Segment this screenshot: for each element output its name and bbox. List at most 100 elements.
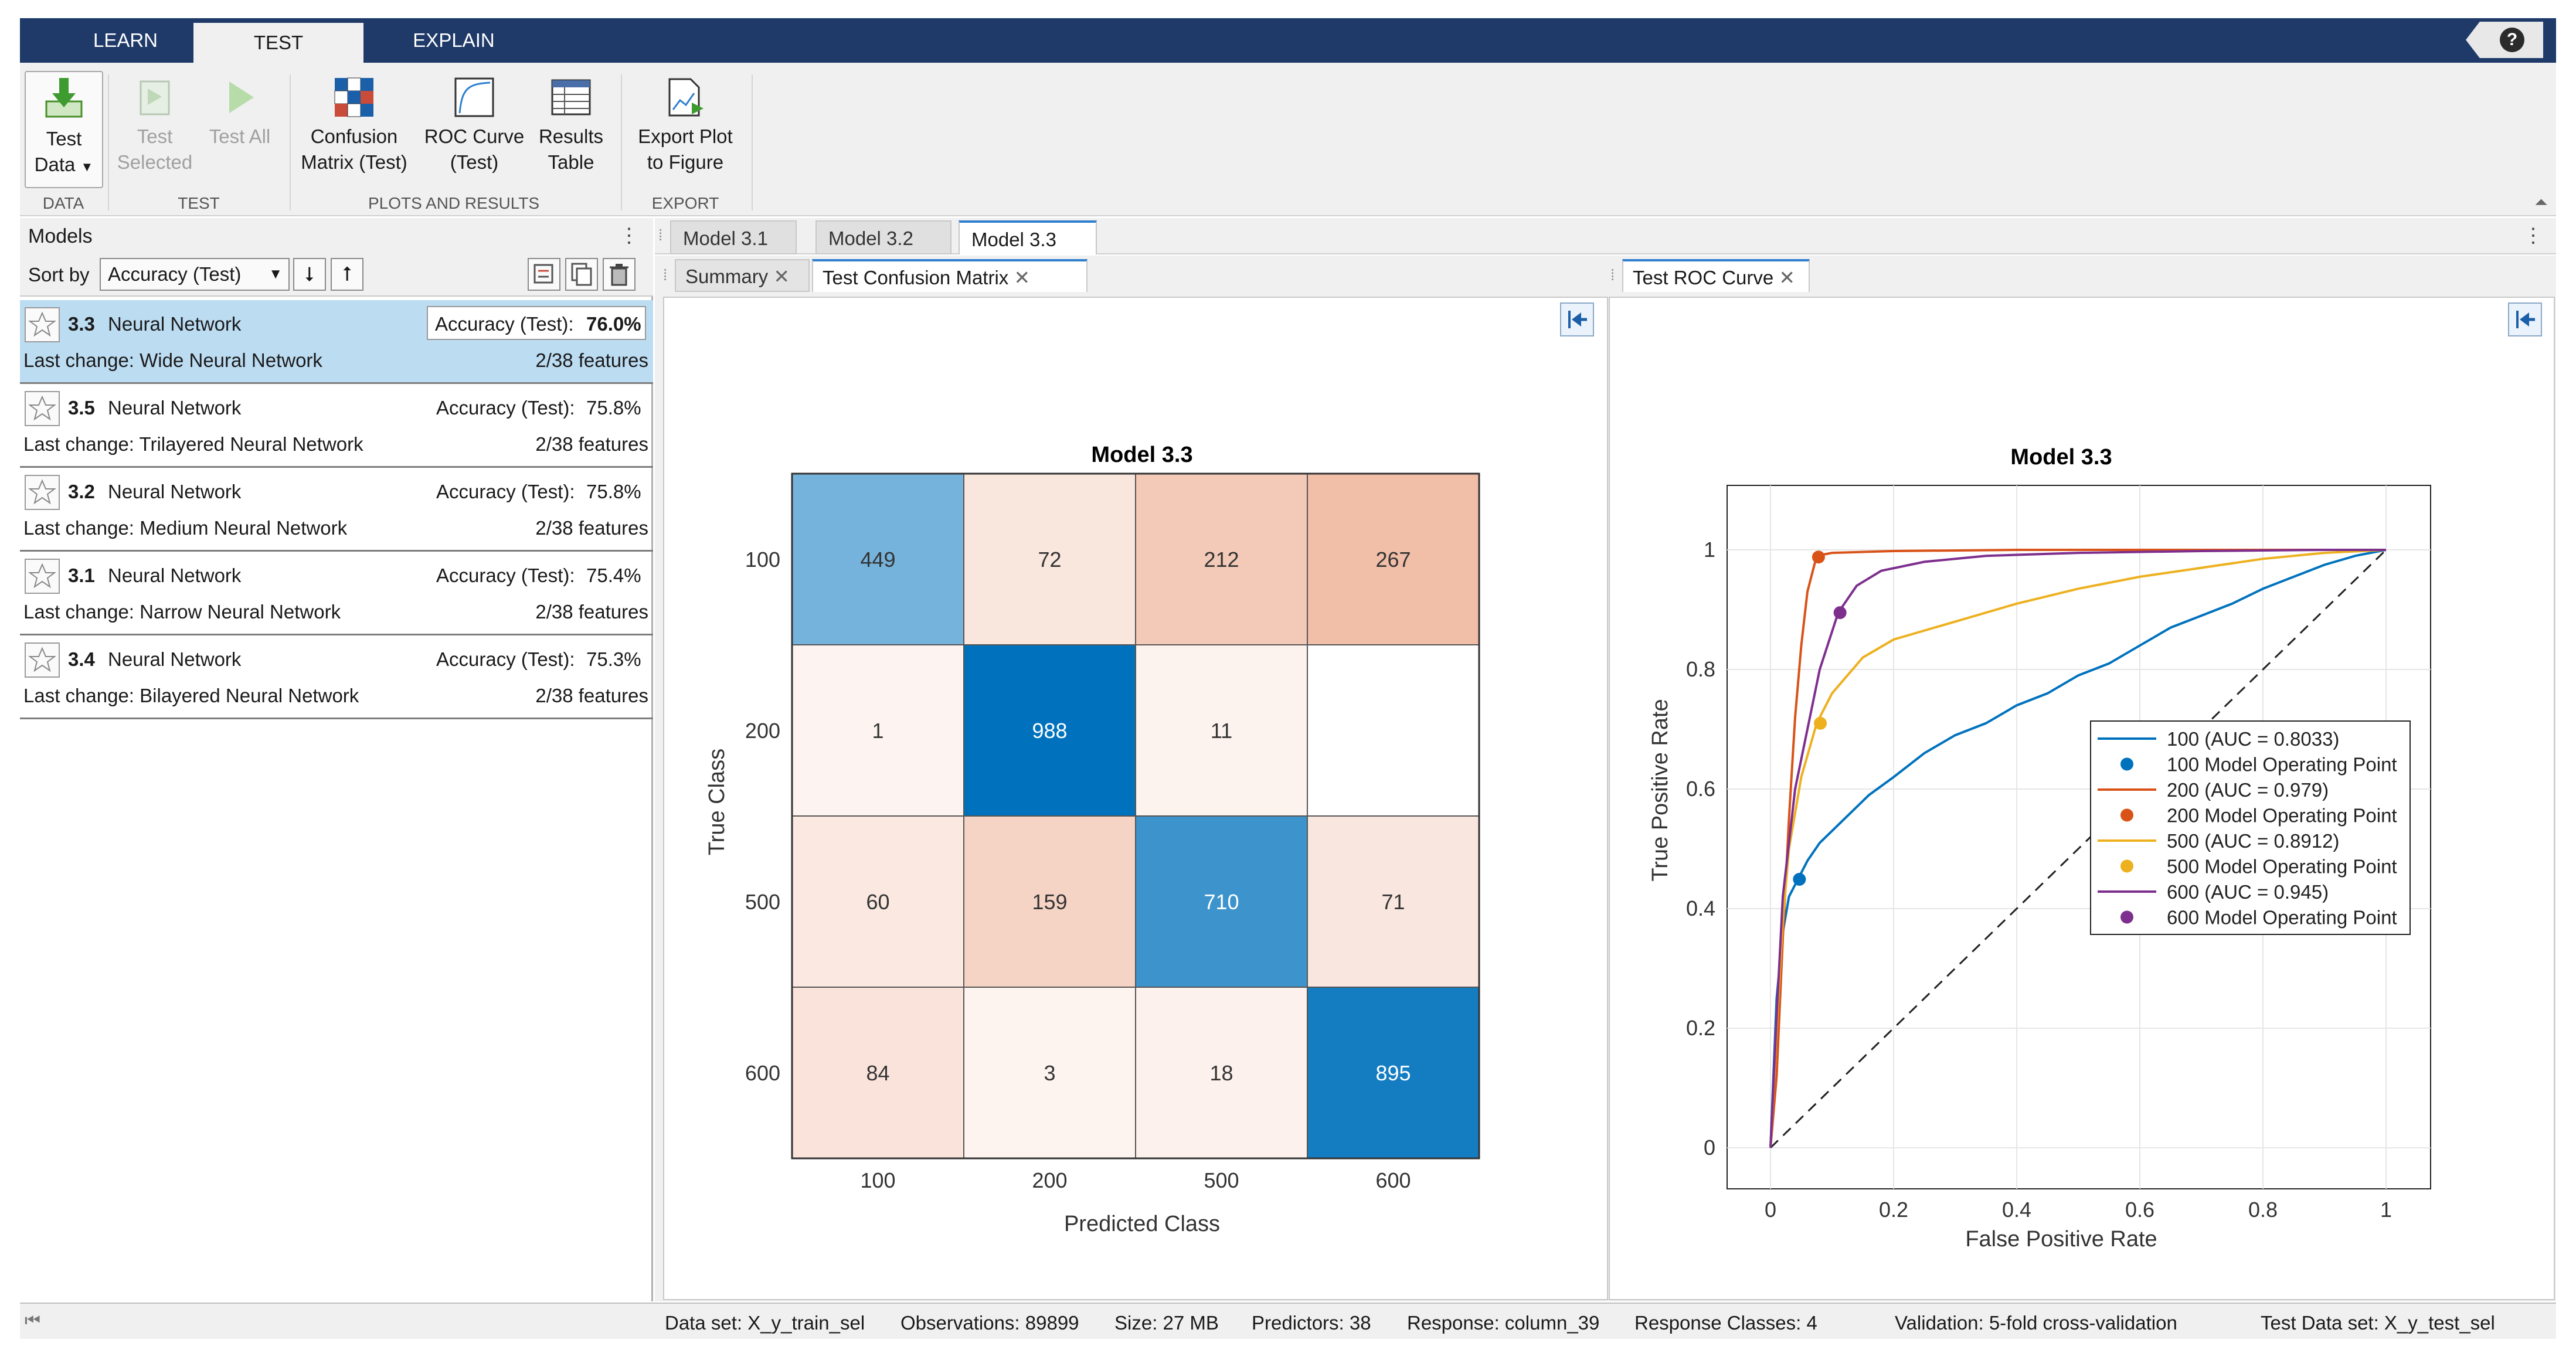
status-validation: Validation: 5-fold cross-validation xyxy=(1895,1312,2177,1334)
star-icon[interactable] xyxy=(25,642,60,678)
x-tick-label: 600 xyxy=(1375,1168,1411,1192)
tab-test-confusion-matrix[interactable]: Test Confusion Matrix ✕ xyxy=(812,259,1088,292)
close-icon[interactable]: ✕ xyxy=(1014,267,1031,288)
matrix-cell xyxy=(1135,815,1308,988)
matrix-cell xyxy=(1135,987,1308,1159)
model-type: Neural Network xyxy=(108,313,242,335)
matrix-cell xyxy=(791,473,964,645)
model-list-item[interactable]: 3.1 Neural Network Accuracy (Test): 75.4… xyxy=(20,552,653,635)
status-observations: Observations: 89899 xyxy=(900,1312,1079,1334)
y-tick-label: 500 xyxy=(745,890,780,914)
operating-point-marker xyxy=(1833,606,1847,620)
trash-icon xyxy=(610,264,628,286)
more-options-icon[interactable]: ⋮ xyxy=(619,225,639,247)
chart-title: Model 3.3 xyxy=(1091,443,1192,467)
models-header: Models ⋮ xyxy=(20,218,653,254)
arrow-down-icon: ⭣ xyxy=(305,263,314,285)
tab-test[interactable]: TEST xyxy=(193,23,363,63)
confusion-matrix-icon xyxy=(334,77,373,117)
matrix-cell xyxy=(791,815,964,988)
confusion-matrix-button[interactable]: Confusion Matrix (Test) xyxy=(295,77,413,175)
sort-descending-button[interactable]: ⭣ xyxy=(293,258,326,291)
duplicate-model-button[interactable] xyxy=(565,258,598,291)
sort-select[interactable]: Accuracy (Test) ▼ xyxy=(100,258,290,291)
matrix-cell xyxy=(963,987,1136,1159)
y-axis-label: True Class xyxy=(705,749,729,855)
cell-value: 60 xyxy=(866,890,889,914)
model-tabs: ⁞ Model 3.1 Model 3.2 Model 3.3 ⋮ xyxy=(655,218,2556,254)
collapse-left-icon[interactable]: ⏮ xyxy=(25,1311,40,1330)
drag-handle-icon[interactable]: ⁞ xyxy=(658,226,663,244)
model-last-change: Last change: Trilayered Neural Network xyxy=(23,433,363,455)
filter-models-button[interactable] xyxy=(528,258,560,291)
model-list-item[interactable]: 3.5 Neural Network Accuracy (Test): 75.8… xyxy=(20,384,653,468)
model-last-change: Last change: Wide Neural Network xyxy=(23,349,322,371)
operating-point-marker xyxy=(1814,716,1827,730)
model-accuracy-value: 75.4% xyxy=(586,565,641,586)
tab-model-3-2[interactable]: Model 3.2 xyxy=(815,220,951,254)
cell-value: 895 xyxy=(1375,1061,1411,1085)
model-accuracy-value: 76.0% xyxy=(586,313,641,335)
more-options-icon[interactable]: ⋮ xyxy=(2523,225,2543,247)
model-features: 2/38 features xyxy=(535,349,648,371)
star-icon[interactable] xyxy=(25,559,60,594)
y-tick-label: 0.4 xyxy=(1686,896,1715,920)
model-accuracy-value: 75.3% xyxy=(586,648,641,670)
tab-model-3-1[interactable]: Model 3.1 xyxy=(670,220,797,254)
tab-explain[interactable]: EXPLAIN xyxy=(413,29,495,51)
model-type: Neural Network xyxy=(108,648,242,670)
list-filter-icon xyxy=(533,264,553,284)
model-accuracy-value: 75.8% xyxy=(586,397,641,419)
help-icon: ? xyxy=(2500,28,2524,52)
collapse-toolstrip-icon[interactable]: ⏶ xyxy=(2534,193,2548,211)
section-export-label: EXPORT xyxy=(651,194,719,212)
cell-value: 988 xyxy=(1032,719,1067,743)
expand-panel-button[interactable] xyxy=(2508,302,2542,336)
matrix-cell xyxy=(963,644,1136,817)
tab-summary[interactable]: Summary ✕ xyxy=(675,259,810,292)
roc-curve-button[interactable]: ROC Curve (Test) xyxy=(422,77,527,175)
close-icon[interactable]: ✕ xyxy=(773,266,790,287)
tab-test-roc-curve[interactable]: Test ROC Curve ✕ xyxy=(1622,259,1810,292)
results-table-button[interactable]: Results Table xyxy=(530,77,612,175)
legend-label: 600 Model Operating Point xyxy=(2167,907,2397,929)
test-all-button[interactable]: Test All xyxy=(202,77,278,149)
model-list-item[interactable]: 3.3 Neural Network Accuracy (Test): 76.0… xyxy=(20,300,653,384)
model-accuracy-label: Accuracy (Test): xyxy=(436,565,575,586)
y-tick-label: 200 xyxy=(745,719,780,743)
top-tab-bar: LEARN TEST EXPLAIN ? xyxy=(20,18,2556,63)
legend-label: 500 (AUC = 0.8912) xyxy=(2167,830,2339,852)
tab-model-3-3[interactable]: Model 3.3 xyxy=(959,220,1097,254)
model-features: 2/38 features xyxy=(535,601,648,623)
tab-learn[interactable]: LEARN xyxy=(93,29,158,51)
cell-value: 449 xyxy=(860,548,895,572)
cell-value: 18 xyxy=(1209,1061,1233,1085)
delete-model-button[interactable] xyxy=(603,258,635,291)
star-icon[interactable] xyxy=(25,391,60,426)
close-icon[interactable]: ✕ xyxy=(1779,267,1796,288)
test-data-button[interactable]: Test Data ▼ xyxy=(25,71,103,188)
models-panel: Models ⋮ Sort by Accuracy (Test) ▼ ⭣ ⭡ 3… xyxy=(20,218,653,1301)
model-features: 2/38 features xyxy=(535,517,648,539)
export-plot-button[interactable]: Export Plot to Figure xyxy=(627,77,744,175)
matrix-cell xyxy=(1307,473,1480,645)
play-icon xyxy=(229,81,254,113)
status-predictors: Predictors: 38 xyxy=(1252,1312,1371,1334)
sort-ascending-button[interactable]: ⭡ xyxy=(331,258,363,291)
model-list-item[interactable]: 3.4 Neural Network Accuracy (Test): 75.3… xyxy=(20,635,653,719)
expand-panel-button[interactable] xyxy=(1560,302,1594,336)
roc-series-line xyxy=(1769,549,2387,1148)
drag-handle-icon[interactable]: ⁞ xyxy=(1610,266,1615,284)
test-selected-button[interactable]: Test Selected xyxy=(114,77,196,175)
operating-point-marker xyxy=(1812,550,1825,564)
model-id: 3.1 xyxy=(68,565,95,586)
star-icon[interactable] xyxy=(25,307,60,342)
help-button[interactable]: ? xyxy=(2466,22,2543,58)
model-id: 3.5 xyxy=(68,397,95,419)
drag-handle-icon[interactable]: ⁞ xyxy=(663,266,668,284)
legend-label: 100 (AUC = 0.8033) xyxy=(2167,728,2339,750)
star-icon[interactable] xyxy=(25,475,60,510)
model-accuracy-label: Accuracy (Test): xyxy=(436,481,575,502)
model-list-item[interactable]: 3.2 Neural Network Accuracy (Test): 75.8… xyxy=(20,468,653,552)
roc-series-line xyxy=(1769,549,2387,1148)
